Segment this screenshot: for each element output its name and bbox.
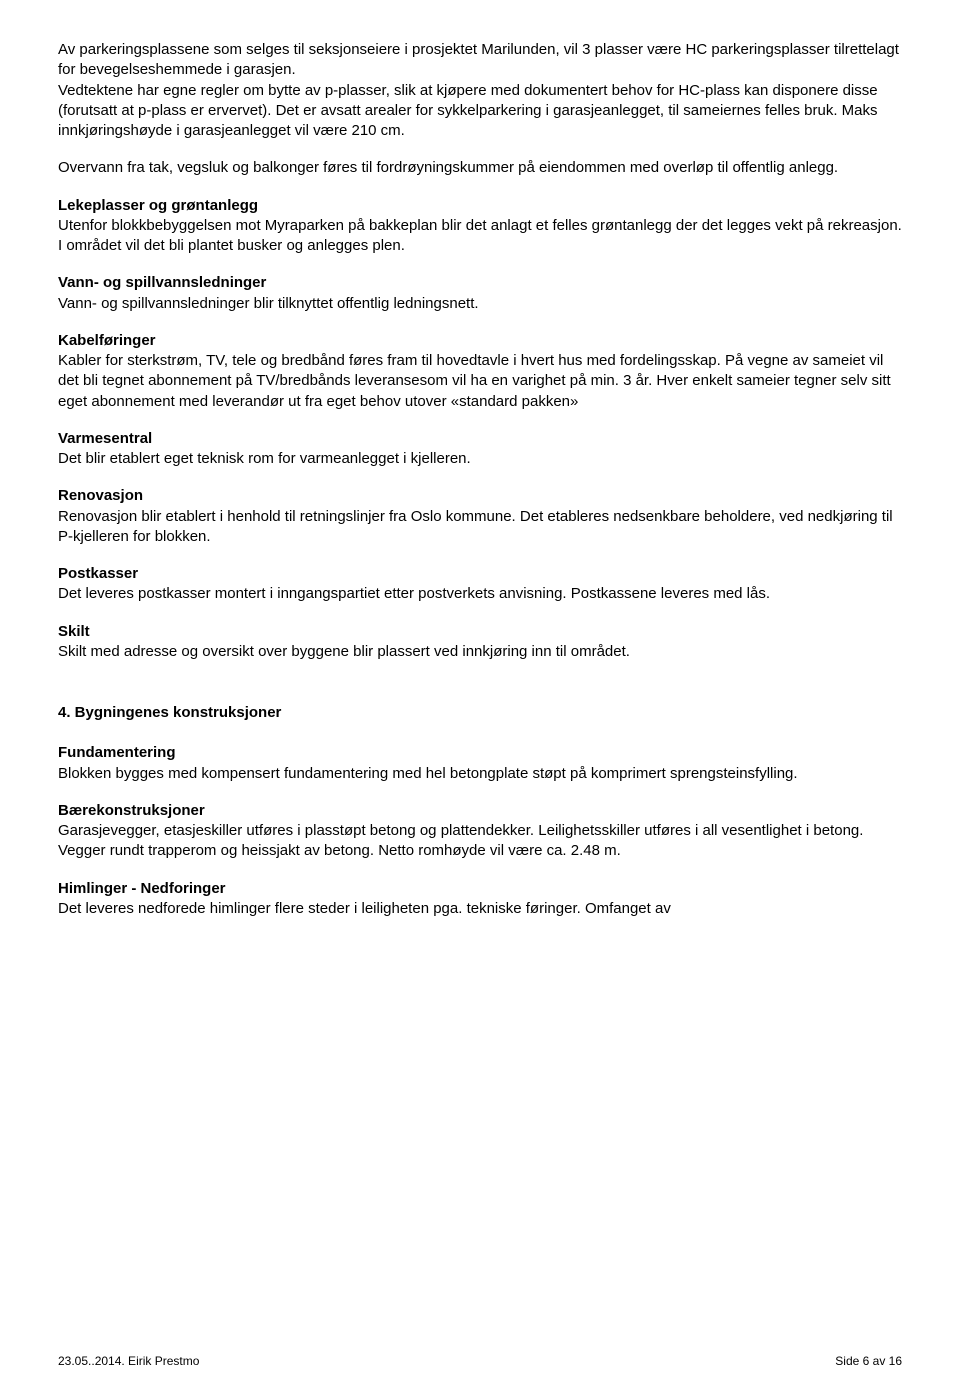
- body-baerekonstruksjoner-2: Vegger rundt trapperom og heissjakt av b…: [58, 841, 902, 861]
- heading-postkasser: Postkasser: [58, 564, 902, 584]
- overvann-paragraph: Overvann fra tak, vegsluk og balkonger f…: [58, 158, 902, 178]
- section-himlinger: Himlinger - Nedforinger Det leveres nedf…: [58, 879, 902, 920]
- section-vann: Vann- og spillvannsledninger Vann- og sp…: [58, 273, 902, 314]
- heading-renovasjon: Renovasjon: [58, 486, 902, 506]
- heading-varmesentral: Varmesentral: [58, 429, 902, 449]
- heading-fundamentering: Fundamentering: [58, 743, 902, 763]
- heading-skilt: Skilt: [58, 622, 902, 642]
- section-renovasjon: Renovasjon Renovasjon blir etablert i he…: [58, 486, 902, 547]
- section-varmesentral: Varmesentral Det blir etablert eget tekn…: [58, 429, 902, 470]
- body-renovasjon: Renovasjon blir etablert i henhold til r…: [58, 507, 902, 548]
- section-fundamentering: Fundamentering Blokken bygges med kompen…: [58, 743, 902, 784]
- footer-left: 23.05..2014. Eirik Prestmo: [58, 1353, 199, 1369]
- heading-baerekonstruksjoner: Bærekonstruksjoner: [58, 801, 902, 821]
- body-vann: Vann- og spillvannsledninger blir tilkny…: [58, 294, 902, 314]
- intro-text-2: Vedtektene har egne regler om bytte av p…: [58, 82, 878, 140]
- section-skilt: Skilt Skilt med adresse og oversikt over…: [58, 622, 902, 663]
- page-footer: 23.05..2014. Eirik Prestmo Side 6 av 16: [58, 1353, 902, 1369]
- intro-text-1: Av parkeringsplassene som selges til sek…: [58, 41, 899, 78]
- body-fundamentering: Blokken bygges med kompensert fundamente…: [58, 764, 902, 784]
- body-varmesentral: Det blir etablert eget teknisk rom for v…: [58, 449, 902, 469]
- body-skilt: Skilt med adresse og oversikt over bygge…: [58, 642, 902, 662]
- section-postkasser: Postkasser Det leveres postkasser monter…: [58, 564, 902, 605]
- intro-paragraph-1: Av parkeringsplassene som selges til sek…: [58, 40, 902, 141]
- heading-himlinger: Himlinger - Nedforinger: [58, 879, 902, 899]
- section-baerekonstruksjoner: Bærekonstruksjoner Garasjevegger, etasje…: [58, 801, 902, 862]
- section-lekeplasser: Lekeplasser og grøntanlegg Utenfor blokk…: [58, 196, 902, 257]
- heading-lekeplasser: Lekeplasser og grøntanlegg: [58, 196, 902, 216]
- body-baerekonstruksjoner-1: Garasjevegger, etasjeskiller utføres i p…: [58, 821, 902, 841]
- body-kabel: Kabler for sterkstrøm, TV, tele og bredb…: [58, 351, 902, 412]
- footer-right: Side 6 av 16: [835, 1353, 902, 1369]
- section-kabel: Kabelføringer Kabler for sterkstrøm, TV,…: [58, 331, 902, 412]
- body-lekeplasser: Utenfor blokkbebyggelsen mot Myraparken …: [58, 216, 902, 257]
- body-postkasser: Det leveres postkasser montert i inngang…: [58, 584, 902, 604]
- body-himlinger: Det leveres nedforede himlinger flere st…: [58, 899, 902, 919]
- chapter-4-title: 4. Bygningenes konstruksjoner: [58, 703, 902, 723]
- heading-kabel: Kabelføringer: [58, 331, 902, 351]
- heading-vann: Vann- og spillvannsledninger: [58, 273, 902, 293]
